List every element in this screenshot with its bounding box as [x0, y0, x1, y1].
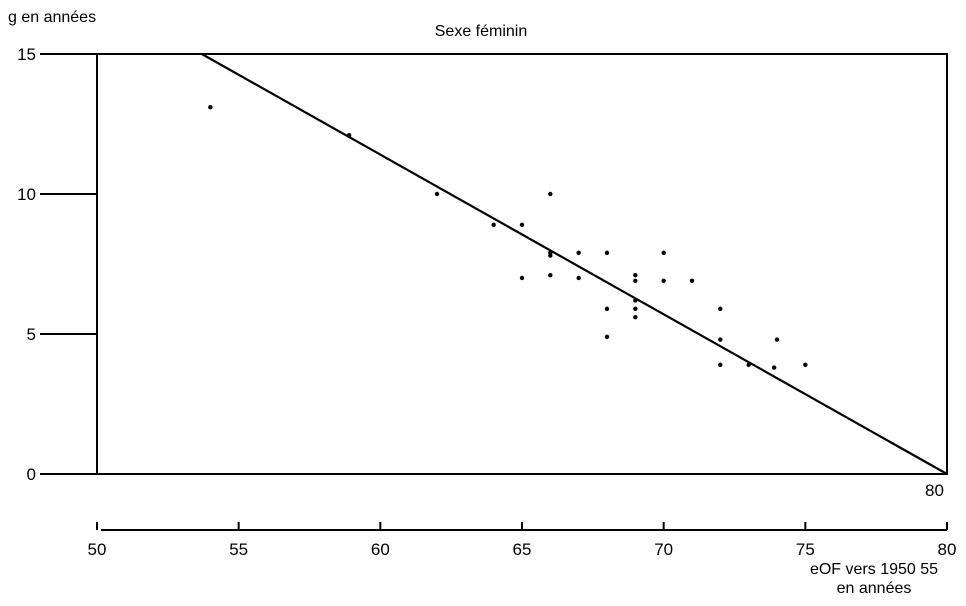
data-point-18 [633, 306, 638, 311]
data-point-8 [548, 253, 553, 258]
data-point-10 [576, 250, 581, 255]
corner-label: 80 [925, 481, 944, 500]
data-point-21 [661, 278, 666, 283]
y-tick-label-0: 0 [27, 465, 36, 484]
x-tick-label-1: 55 [229, 540, 248, 559]
plot-frame [96, 53, 948, 475]
x-axis-label-line2: en années [837, 580, 912, 597]
y-tick-label-2: 10 [17, 185, 36, 204]
data-point-2 [434, 191, 440, 197]
x-tick-label-0: 50 [88, 540, 107, 559]
x-tick-label-4: 70 [654, 540, 673, 559]
data-point-4 [519, 222, 525, 227]
data-point-24 [718, 337, 723, 342]
data-points [208, 105, 808, 370]
data-point-25 [718, 362, 723, 367]
data-point-16 [633, 278, 638, 283]
y-tick-label-1: 5 [27, 325, 36, 344]
data-point-11 [576, 275, 581, 281]
data-point-13 [604, 306, 610, 311]
x-axis-label-line1: eOF vers 1950 55 [810, 561, 938, 578]
x-tick-label-2: 60 [371, 540, 390, 559]
data-point-17 [633, 298, 638, 303]
y-tick-label-3: 15 [17, 45, 36, 64]
data-point-5 [519, 275, 525, 281]
data-point-23 [718, 306, 723, 311]
data-point-22 [689, 278, 695, 283]
data-point-28 [774, 337, 780, 342]
x-tick-label-3: 65 [513, 540, 532, 559]
x-tick-label-6: 80 [938, 540, 957, 559]
y-axis-label: g en années [8, 9, 96, 26]
regression-line [201, 53, 948, 475]
data-point-6 [548, 191, 553, 197]
x-tick-label-5: 75 [796, 540, 815, 559]
data-point-9 [548, 273, 553, 278]
data-point-1 [346, 133, 352, 138]
data-point-29 [803, 362, 808, 367]
x-axis: 50 55 60 65 70 75 80 [88, 522, 957, 559]
y-axis-ticks: 0 5 10 15 [17, 45, 97, 484]
data-point-3 [491, 222, 496, 227]
chart-title: Sexe féminin [435, 23, 528, 40]
data-point-26 [746, 362, 751, 367]
data-point-15 [633, 273, 638, 278]
data-point-14 [604, 334, 610, 339]
data-point-12 [604, 250, 610, 255]
data-point-19 [633, 315, 638, 320]
data-point-20 [661, 250, 666, 255]
data-point-0 [208, 105, 213, 110]
data-point-27 [771, 365, 777, 370]
